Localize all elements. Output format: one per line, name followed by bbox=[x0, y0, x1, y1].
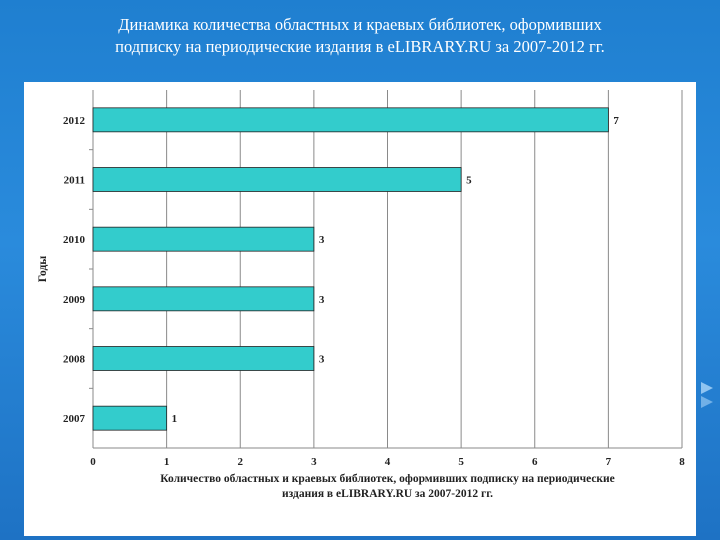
category-label: 2007 bbox=[63, 413, 86, 425]
chart-panel: 2012 7 2011 5 2010 3 2009 3 2008 3 2007 1 0 1 2 3 4 5 6 7 8 К… bbox=[24, 82, 696, 536]
x-tick-label: 2 bbox=[238, 456, 244, 468]
x-axis-title-line-1: Количество областных и краевых библиотек… bbox=[160, 473, 615, 485]
slide-title-line-1: Динамика количества областных и краевых … bbox=[118, 15, 602, 34]
x-tick-label: 1 bbox=[164, 456, 170, 468]
slide-title-line-2: подписку на периодические издания в eLIB… bbox=[115, 37, 605, 56]
data-label: 3 bbox=[319, 354, 325, 366]
category-label: 2008 bbox=[63, 354, 86, 366]
x-tick-label: 0 bbox=[90, 456, 96, 468]
y-axis-title: Годы bbox=[37, 256, 49, 283]
decorative-arrows-icon bbox=[701, 382, 713, 408]
bar bbox=[92, 405, 168, 431]
x-tick-label: 3 bbox=[311, 456, 317, 468]
category-label: 2012 bbox=[63, 115, 86, 127]
category-label: 2010 bbox=[63, 234, 86, 246]
x-axis-title-line-2: издания в eLIBRARY.RU за 2007-2012 гг. bbox=[282, 488, 493, 500]
slide-title: Динамика количества областных и краевых … bbox=[20, 14, 700, 58]
bar-chart: 2012 7 2011 5 2010 3 2009 3 2008 3 2007 1 0 1 2 3 4 5 6 7 8 К… bbox=[37, 90, 685, 500]
bar bbox=[92, 226, 315, 252]
x-tick-label: 8 bbox=[679, 456, 685, 468]
bar bbox=[92, 107, 609, 133]
x-tick-label: 5 bbox=[458, 456, 464, 468]
x-tick-label: 6 bbox=[532, 456, 538, 468]
data-label: 7 bbox=[613, 115, 619, 127]
data-label: 3 bbox=[319, 234, 325, 246]
bar bbox=[92, 346, 315, 371]
category-label: 2009 bbox=[63, 294, 86, 306]
data-label: 5 bbox=[466, 175, 472, 187]
data-label: 3 bbox=[319, 294, 325, 306]
bar bbox=[92, 167, 462, 192]
x-tick-label: 7 bbox=[606, 456, 612, 468]
data-label: 1 bbox=[172, 413, 178, 425]
category-label: 2011 bbox=[64, 175, 85, 187]
bar bbox=[92, 286, 315, 312]
x-tick-label: 4 bbox=[385, 456, 391, 468]
